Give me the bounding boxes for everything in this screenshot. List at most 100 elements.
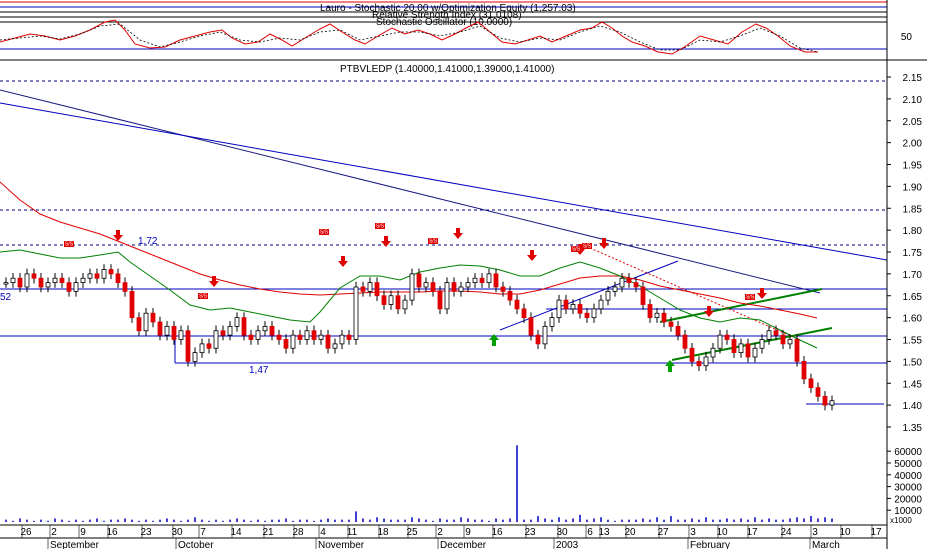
date-axis-day-label: 25 bbox=[406, 527, 418, 538]
date-axis-day-label: 16 bbox=[106, 527, 118, 538]
candle-body bbox=[360, 286, 366, 292]
candle-body bbox=[199, 343, 205, 354]
volume-axis-label: 10000 bbox=[894, 506, 922, 517]
candle-body bbox=[570, 304, 576, 310]
candle-body bbox=[430, 282, 436, 292]
indicator-pane: Lauro - Stochastic 20.00 w/Optimization … bbox=[0, 0, 912, 60]
candle-body bbox=[633, 282, 639, 288]
price-candlesticks bbox=[3, 264, 835, 411]
candle-body bbox=[752, 347, 758, 358]
price-axis-label: 2.00 bbox=[903, 139, 923, 150]
price-axis-label: 1.70 bbox=[903, 270, 923, 281]
candle-body bbox=[731, 339, 737, 354]
indicator-header-line1: Lauro - Stochastic 20.00 w/Optimization … bbox=[320, 3, 576, 14]
candle-body bbox=[542, 325, 548, 345]
candle-body bbox=[108, 269, 114, 275]
candle-body bbox=[220, 330, 226, 336]
signal-tag-label: S/S bbox=[746, 295, 755, 301]
candle-body bbox=[248, 334, 254, 340]
volume-axis-label: 20000 bbox=[894, 494, 922, 505]
price-axis: 2.15 2.10 2.05 2.00 1.95 1.90 1.85 1.80 1.75 1.70… bbox=[887, 73, 922, 434]
candle-body bbox=[374, 282, 380, 297]
volume-pane bbox=[5, 445, 833, 522]
candle-body bbox=[465, 282, 471, 288]
candle-body bbox=[339, 334, 345, 345]
sell-arrow-icon bbox=[381, 236, 391, 247]
candle-body bbox=[402, 299, 408, 310]
candle-body bbox=[290, 334, 296, 349]
sell-arrow-icon bbox=[453, 228, 463, 239]
candle-body bbox=[493, 273, 499, 288]
date-axis-day-label: 2 bbox=[437, 527, 443, 538]
date-axis-day-label: 9 bbox=[80, 527, 86, 538]
support-trendline bbox=[499, 260, 679, 331]
candle-body bbox=[829, 400, 835, 406]
candle-body bbox=[297, 334, 303, 340]
date-axis-month-label: November bbox=[318, 540, 365, 549]
candle-body bbox=[227, 325, 233, 336]
candle-body bbox=[458, 286, 464, 292]
signal-tag-label: S/S bbox=[583, 244, 592, 250]
price-axis-label: 2.05 bbox=[903, 117, 923, 128]
candle-body bbox=[689, 347, 695, 362]
candle-body bbox=[31, 273, 37, 279]
candle-body bbox=[318, 334, 324, 340]
price-axis-label: 1.85 bbox=[903, 204, 923, 215]
date-axis-day-label: 20 bbox=[624, 527, 636, 538]
date-axis-day-label: 23 bbox=[524, 527, 536, 538]
candle-body bbox=[388, 295, 394, 305]
date-axis-day-label: 24 bbox=[780, 527, 792, 538]
price-axis-label: 2.10 bbox=[903, 95, 923, 106]
candle-body bbox=[605, 290, 611, 301]
buy-arrow-icon bbox=[489, 334, 499, 346]
candle-body bbox=[66, 282, 72, 292]
volume-axis-label: 50000 bbox=[894, 459, 922, 470]
buy-arrow-icon bbox=[665, 360, 675, 372]
candle-body bbox=[451, 282, 457, 292]
price-axis-label: 1.60 bbox=[903, 314, 923, 325]
signal-markers: S/SS/SS/SS/SS/SS/S S/SS/S bbox=[64, 223, 767, 372]
date-axis-day-label: 6 bbox=[587, 527, 593, 538]
candle-body bbox=[535, 334, 541, 345]
candle-body bbox=[262, 325, 268, 332]
candle-body bbox=[185, 330, 191, 362]
candle-body bbox=[479, 277, 485, 284]
candle-body bbox=[556, 299, 562, 319]
signal-tag-label: S/S bbox=[376, 224, 385, 230]
candle-body bbox=[759, 339, 765, 349]
candle-body bbox=[766, 330, 772, 340]
candle-body bbox=[73, 282, 79, 292]
price-axis-label: 1.65 bbox=[903, 292, 923, 303]
candle-body bbox=[745, 343, 751, 358]
candle-body bbox=[52, 277, 58, 284]
date-axis-day-label: 9 bbox=[465, 527, 471, 538]
candle-body bbox=[626, 277, 632, 284]
candle-body bbox=[528, 317, 534, 336]
signal-tag-label: S/S bbox=[65, 242, 74, 248]
candle-body bbox=[773, 330, 779, 336]
signal-tag bbox=[428, 238, 438, 244]
candle-body bbox=[794, 339, 800, 362]
candle-body bbox=[661, 312, 667, 323]
moving-average-green bbox=[0, 249, 818, 349]
date-axis-month-label: 2003 bbox=[556, 540, 579, 549]
date-axis-month-label: December bbox=[440, 540, 487, 549]
signal-tag bbox=[745, 294, 755, 300]
date-axis-day-label: 17 bbox=[870, 527, 882, 538]
candle-body bbox=[24, 273, 30, 288]
date-axis-day-label: 27 bbox=[657, 527, 669, 538]
price-pane: PTBVLEDP (1.40000,1.41000,1.39000,1.4100… bbox=[0, 64, 888, 411]
level-label-52: 52 bbox=[0, 292, 12, 303]
date-axis-day-label: 18 bbox=[377, 527, 389, 538]
candle-body bbox=[822, 395, 828, 406]
candle-body bbox=[367, 282, 373, 292]
sell-arrow-icon bbox=[113, 230, 123, 241]
candle-body bbox=[815, 387, 821, 397]
candle-body bbox=[563, 299, 569, 310]
candle-body bbox=[437, 290, 443, 310]
candle-body bbox=[94, 273, 100, 279]
signal-tag-label: S/S bbox=[572, 247, 581, 253]
signal-tag bbox=[198, 293, 208, 299]
candle-body bbox=[241, 317, 247, 336]
